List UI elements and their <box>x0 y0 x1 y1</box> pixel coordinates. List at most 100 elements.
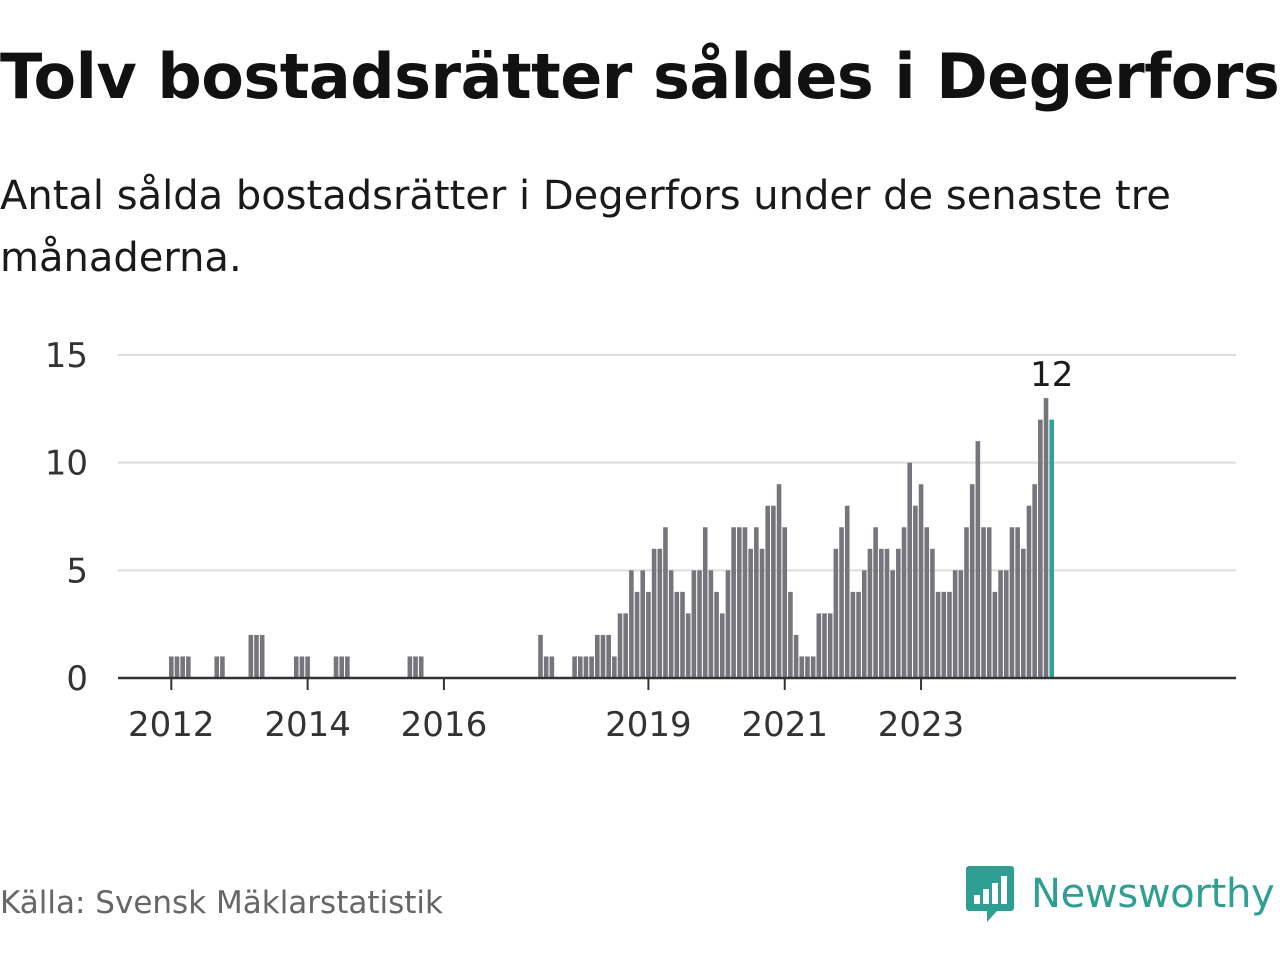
y-tick-label: 5 <box>66 551 88 591</box>
bar <box>986 527 992 678</box>
bar <box>856 591 861 678</box>
bar <box>1015 527 1020 678</box>
bar <box>992 591 998 678</box>
x-tick-label: 2012 <box>128 705 215 745</box>
bar <box>754 527 759 678</box>
brand-name: Newsworthy <box>1031 871 1275 917</box>
bar <box>913 505 918 678</box>
bar <box>1038 419 1043 678</box>
bar <box>748 548 753 678</box>
bar <box>186 656 191 678</box>
bar <box>896 548 901 678</box>
bar <box>345 656 350 678</box>
bar <box>833 548 839 678</box>
bar <box>719 613 725 678</box>
bar <box>169 656 174 678</box>
bar <box>589 656 594 678</box>
bar <box>742 527 748 678</box>
data-labels: 12 <box>1030 355 1073 395</box>
bar <box>964 527 969 678</box>
bar <box>702 527 708 678</box>
bar <box>180 656 185 678</box>
brand-logo: Newsworthy <box>965 864 1275 924</box>
y-tick-label: 0 <box>66 659 88 699</box>
bar <box>657 548 663 678</box>
bar <box>606 634 611 678</box>
x-tick-label: 2021 <box>741 705 828 745</box>
bar <box>583 656 589 678</box>
bar <box>617 613 623 678</box>
bar <box>299 656 305 678</box>
bar <box>640 570 646 678</box>
bar <box>873 527 878 678</box>
bar <box>623 613 628 678</box>
bar <box>771 505 776 678</box>
y-tick-label: 10 <box>45 444 88 484</box>
bar <box>407 656 413 678</box>
bar <box>1021 548 1026 678</box>
bar <box>259 634 265 678</box>
data-label: 12 <box>1030 355 1073 395</box>
bar-chart-speech-bubble-icon <box>966 866 1014 922</box>
chart-subtitle: Antal sålda bostadsrätter i Degerfors un… <box>0 173 1171 281</box>
bar <box>248 634 254 678</box>
bar <box>254 634 259 678</box>
bar <box>793 634 799 678</box>
x-tick-label: 2014 <box>264 705 351 745</box>
bar <box>867 548 873 678</box>
y-axis-ticks: 0 5 10 15 <box>45 336 88 699</box>
bar <box>595 634 600 678</box>
bar <box>708 570 714 678</box>
bar <box>174 656 180 678</box>
bar <box>947 591 952 678</box>
bar <box>600 634 606 678</box>
bar <box>339 656 344 678</box>
bar <box>884 548 890 678</box>
bar <box>572 656 577 678</box>
bar <box>998 570 1003 678</box>
bar <box>293 656 299 678</box>
bar <box>907 462 912 678</box>
bar <box>952 570 958 678</box>
bar <box>651 548 657 678</box>
bar <box>680 591 685 678</box>
x-tick-label: 2016 <box>401 705 488 745</box>
bar <box>805 656 810 678</box>
bar <box>1003 570 1009 678</box>
bar <box>901 527 907 678</box>
bar <box>418 656 424 678</box>
bar <box>782 527 788 678</box>
bar <box>634 591 640 678</box>
bar <box>816 613 822 678</box>
bar <box>958 570 964 678</box>
bar <box>1032 484 1037 678</box>
bar <box>1026 505 1032 678</box>
bar <box>697 570 702 678</box>
bar <box>1009 527 1015 678</box>
bar <box>879 548 884 678</box>
bar <box>685 613 691 678</box>
bar <box>220 656 225 678</box>
bar <box>776 484 782 678</box>
highlight-bar <box>1049 419 1054 678</box>
bar <box>663 527 668 678</box>
bar <box>810 656 816 678</box>
bar <box>612 656 617 678</box>
bar <box>981 527 986 678</box>
bar <box>975 441 981 678</box>
bar <box>1043 398 1049 678</box>
bar <box>930 548 935 678</box>
bar <box>759 548 765 678</box>
chart-title: Tolv bostadsrätter såldes i Degerfors <box>0 40 1280 113</box>
bar <box>333 656 339 678</box>
x-axis-ticks: 2012 2014 2016 2019 2021 2023 <box>128 678 964 745</box>
y-tick-label: 15 <box>45 336 88 376</box>
bar <box>844 505 850 678</box>
bar <box>691 570 697 678</box>
bar <box>924 527 930 678</box>
bar <box>413 656 418 678</box>
bar <box>969 484 975 678</box>
bar <box>646 591 651 678</box>
bar <box>799 656 805 678</box>
source-note: Källa: Svensk Mäklarstatistik <box>0 885 443 921</box>
